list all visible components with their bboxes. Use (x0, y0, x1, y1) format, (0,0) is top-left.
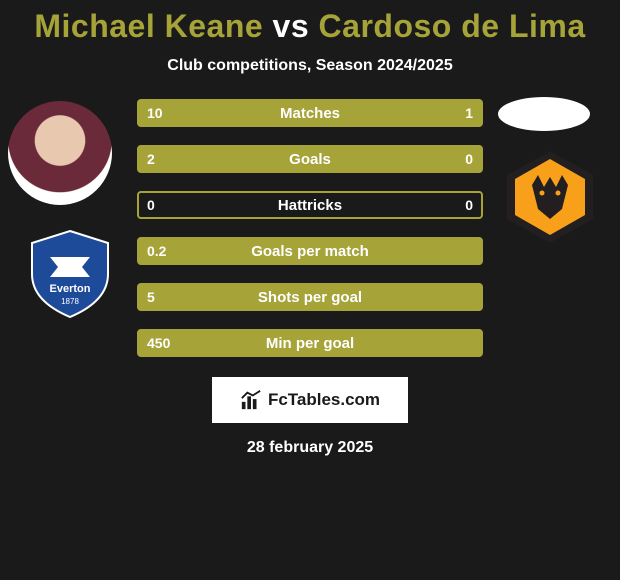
player2-club-badge (500, 147, 600, 247)
stat-value-right: 1 (465, 105, 473, 121)
stat-value-right: 0 (465, 197, 473, 213)
branding-text: FcTables.com (268, 390, 380, 410)
stat-row: 10Matches1 (137, 99, 483, 127)
snapshot-date: 28 february 2025 (0, 439, 620, 457)
stat-row: 5Shots per goal (137, 283, 483, 311)
comparison-card: Michael Keane vs Cardoso de Lima Club co… (0, 0, 620, 580)
stat-label: Min per goal (139, 335, 481, 352)
wolves-badge-icon (500, 147, 600, 247)
stat-label: Matches (139, 105, 481, 122)
chart-icon (240, 389, 262, 411)
comparison-bars: 10Matches12Goals00Hattricks00.2Goals per… (137, 99, 483, 357)
page-title: Michael Keane vs Cardoso de Lima (0, 8, 620, 45)
stat-row: 0.2Goals per match (137, 237, 483, 265)
player1-name: Michael Keane (34, 8, 263, 44)
subtitle: Club competitions, Season 2024/2025 (0, 57, 620, 75)
everton-badge-icon: Everton 1878 (18, 229, 122, 319)
stats-area: Everton 1878 10Matches12Goals00Hattricks… (0, 99, 620, 357)
player2-name: Cardoso de Lima (319, 8, 586, 44)
stat-value-right: 0 (465, 151, 473, 167)
player1-avatar (8, 101, 112, 205)
stat-label: Hattricks (139, 197, 481, 214)
stat-row: 0Hattricks0 (137, 191, 483, 219)
branding-badge: FcTables.com (212, 377, 408, 423)
vs-separator: vs (273, 8, 310, 44)
player1-club-badge: Everton 1878 (18, 229, 122, 319)
stat-label: Goals (139, 151, 481, 168)
stat-row: 450Min per goal (137, 329, 483, 357)
stat-row: 2Goals0 (137, 145, 483, 173)
svg-text:1878: 1878 (61, 297, 79, 306)
player2-avatar (498, 97, 590, 131)
svg-text:Everton: Everton (50, 283, 91, 295)
stat-label: Goals per match (139, 243, 481, 260)
stat-label: Shots per goal (139, 289, 481, 306)
